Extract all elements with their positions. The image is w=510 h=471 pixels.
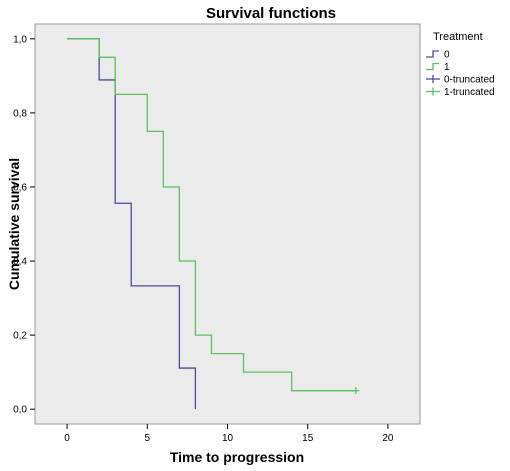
y-tick-label: 0,0 <box>13 405 27 416</box>
plot-area <box>34 23 421 425</box>
y-axis-title: Cumulative survival <box>6 158 22 290</box>
legend-item-label: 1-truncated <box>444 87 495 98</box>
y-tick-label: 1,0 <box>13 34 27 45</box>
series-lines <box>67 38 356 410</box>
legend-item-label: 1 <box>444 62 450 73</box>
y-tick-label: 0,8 <box>13 108 27 119</box>
y-tick-label: 0,6 <box>13 182 27 193</box>
y-tick-label: 0,2 <box>13 331 27 342</box>
legend-symbol-step <box>426 50 439 58</box>
chart-title: Survival functions <box>206 5 336 22</box>
series-line-1 <box>67 38 356 392</box>
x-tick-label: 20 <box>382 433 394 444</box>
x-tick-label: 0 <box>64 433 70 444</box>
x-axis-ticks: 0 5 10 15 20 <box>64 424 394 444</box>
x-tick-label: 15 <box>302 433 314 444</box>
series-line-0 <box>67 38 197 410</box>
x-tick-label: 10 <box>222 433 234 444</box>
censor-marks <box>352 387 360 395</box>
x-axis-title: Time to progression <box>170 449 304 465</box>
y-axis-ticks: 0,0 0,2 0,4 0,6 0,8 1,0 <box>13 34 35 416</box>
legend-symbol-step <box>426 62 439 71</box>
legend-item-label: 0-truncated <box>444 75 495 86</box>
legend-title: Treatment <box>433 31 483 43</box>
legend-item-label: 0 <box>444 50 450 61</box>
x-tick-label: 5 <box>145 433 151 444</box>
y-tick-label: 0,4 <box>13 257 27 268</box>
